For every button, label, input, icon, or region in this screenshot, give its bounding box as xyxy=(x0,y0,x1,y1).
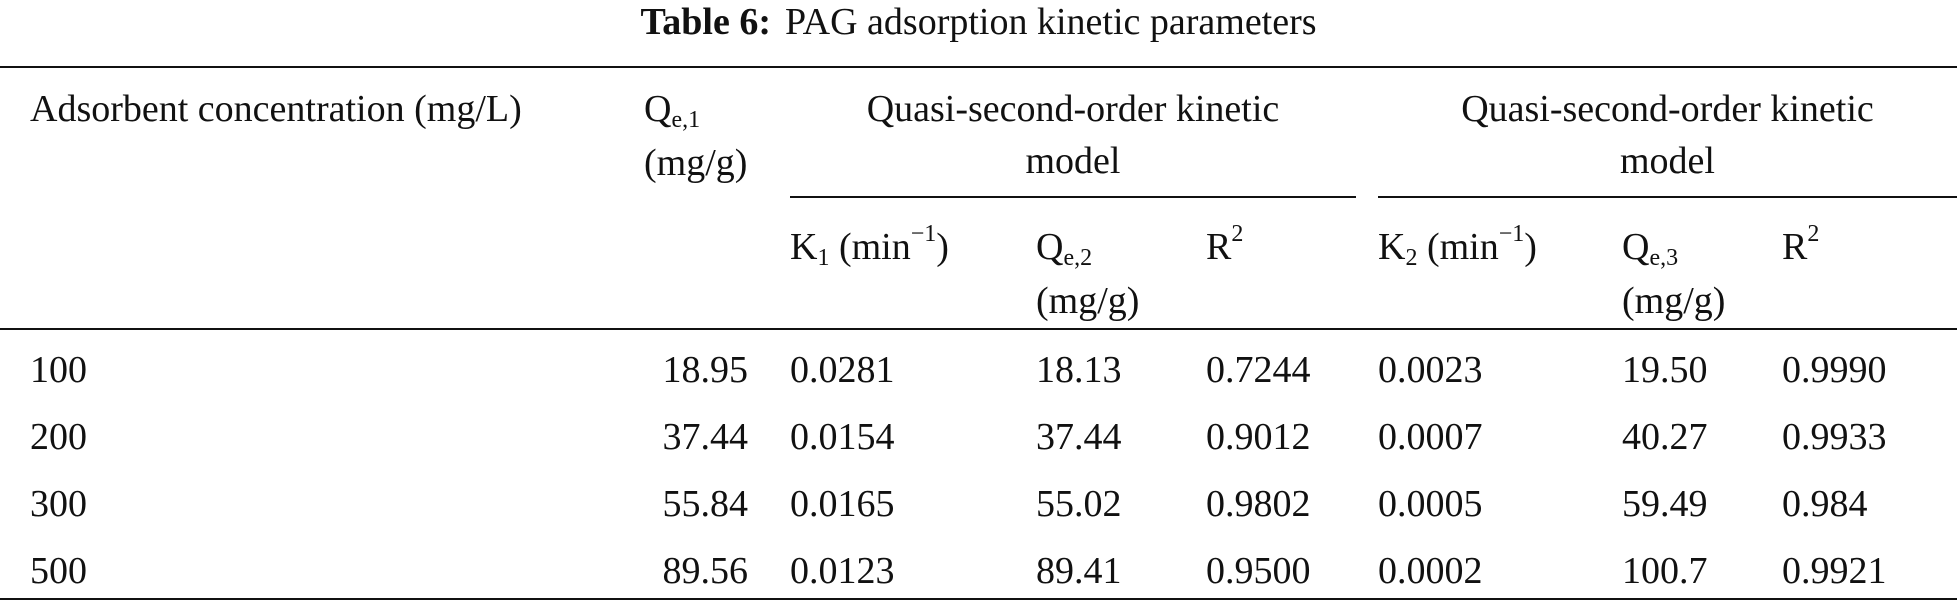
header-qe3-unit: (mg/g) xyxy=(1622,280,1726,322)
cell-qe2: 37.44 xyxy=(1036,416,1122,458)
cell-concentration: 100 xyxy=(30,349,87,391)
cell-r2b: 0.9990 xyxy=(1782,349,1887,391)
qe1-subscript: e,1 xyxy=(671,107,701,133)
r2-2-symbol: R xyxy=(1782,226,1808,268)
cell-r2b: 0.984 xyxy=(1782,483,1868,525)
bottom-rule xyxy=(0,598,1957,600)
cell-k2: 0.0002 xyxy=(1378,550,1483,592)
cell-qe3: 59.49 xyxy=(1622,483,1708,525)
header-qe1-unit: (mg/g) xyxy=(644,142,748,184)
qe3-symbol: Q xyxy=(1622,226,1650,268)
qe2-symbol: Q xyxy=(1036,226,1064,268)
k2-unit-exponent: −1 xyxy=(1498,221,1525,247)
cell-r2b: 0.9921 xyxy=(1782,550,1887,592)
cell-k1: 0.0123 xyxy=(790,550,895,592)
k1-unit-close: ) xyxy=(936,226,949,268)
k2-unit-close: ) xyxy=(1524,226,1537,268)
cell-k2: 0.0005 xyxy=(1378,483,1483,525)
top-rule xyxy=(0,66,1957,68)
table-label: Table 6: xyxy=(640,1,772,43)
cell-r2a: 0.7244 xyxy=(1206,349,1311,391)
cell-qe2: 89.41 xyxy=(1036,550,1122,592)
group1-title-line1: Quasi-second-order kinetic xyxy=(866,88,1280,130)
cell-r2b: 0.9933 xyxy=(1782,416,1887,458)
cell-concentration: 300 xyxy=(30,483,87,525)
cell-k1: 0.0281 xyxy=(790,349,895,391)
cell-qe1: 18.95 xyxy=(662,349,749,391)
cell-qe3: 40.27 xyxy=(1622,416,1708,458)
cell-r2a: 0.9500 xyxy=(1206,550,1311,592)
cell-qe3: 19.50 xyxy=(1622,349,1708,391)
k2-subscript: 2 xyxy=(1405,245,1418,271)
r2-1-exponent: 2 xyxy=(1231,221,1244,247)
group1-rule xyxy=(790,196,1356,198)
header-bottom-rule xyxy=(0,328,1957,330)
cell-r2a: 0.9802 xyxy=(1206,483,1311,525)
header-qe1: Qe,1 xyxy=(644,84,700,134)
r2-1-symbol: R xyxy=(1206,226,1232,268)
cell-concentration: 200 xyxy=(30,416,87,458)
cell-qe1: 89.56 xyxy=(662,550,749,592)
cell-r2a: 0.9012 xyxy=(1206,416,1311,458)
cell-qe1: 37.44 xyxy=(662,416,749,458)
group2-title-line1: Quasi-second-order kinetic xyxy=(1461,88,1874,130)
r2-2-exponent: 2 xyxy=(1807,221,1820,247)
header-k2: K2 (min−1) xyxy=(1378,222,1537,272)
cell-qe1: 55.84 xyxy=(662,483,749,525)
cell-k2: 0.0023 xyxy=(1378,349,1483,391)
header-k1: K1 (min−1) xyxy=(790,222,949,272)
qe2-subscript: e,2 xyxy=(1063,245,1093,271)
cell-k1: 0.0165 xyxy=(790,483,895,525)
header-qe3: Qe,3 xyxy=(1622,222,1678,272)
cell-qe3: 100.7 xyxy=(1622,550,1708,592)
cell-qe2: 55.02 xyxy=(1036,483,1122,525)
cell-k1: 0.0154 xyxy=(790,416,895,458)
k1-symbol: K xyxy=(790,226,818,268)
table-caption: Table 6: PAG adsorption kinetic parameter… xyxy=(0,0,1957,48)
k1-unit-exponent: −1 xyxy=(910,221,937,247)
k1-subscript: 1 xyxy=(817,245,830,271)
qe3-subscript: e,3 xyxy=(1649,245,1679,271)
table-title: PAG adsorption kinetic parameters xyxy=(785,1,1317,43)
group2-title-line2: model xyxy=(1620,140,1715,182)
group1-title-line2: model xyxy=(1025,140,1121,182)
header-qe2-unit: (mg/g) xyxy=(1036,280,1140,322)
cell-k2: 0.0007 xyxy=(1378,416,1483,458)
k2-unit: (min xyxy=(1426,226,1499,268)
header-qe2: Qe,2 xyxy=(1036,222,1092,272)
k2-symbol: K xyxy=(1378,226,1406,268)
header-r2-2: R2 xyxy=(1782,222,1819,272)
group2-rule xyxy=(1378,196,1957,198)
k1-unit: (min xyxy=(838,226,911,268)
qe1-symbol: Q xyxy=(644,88,672,130)
header-r2-1: R2 xyxy=(1206,222,1243,272)
header-concentration: Adsorbent concentration (mg/L) xyxy=(30,88,522,130)
cell-concentration: 500 xyxy=(30,550,87,592)
cell-qe2: 18.13 xyxy=(1036,349,1122,391)
